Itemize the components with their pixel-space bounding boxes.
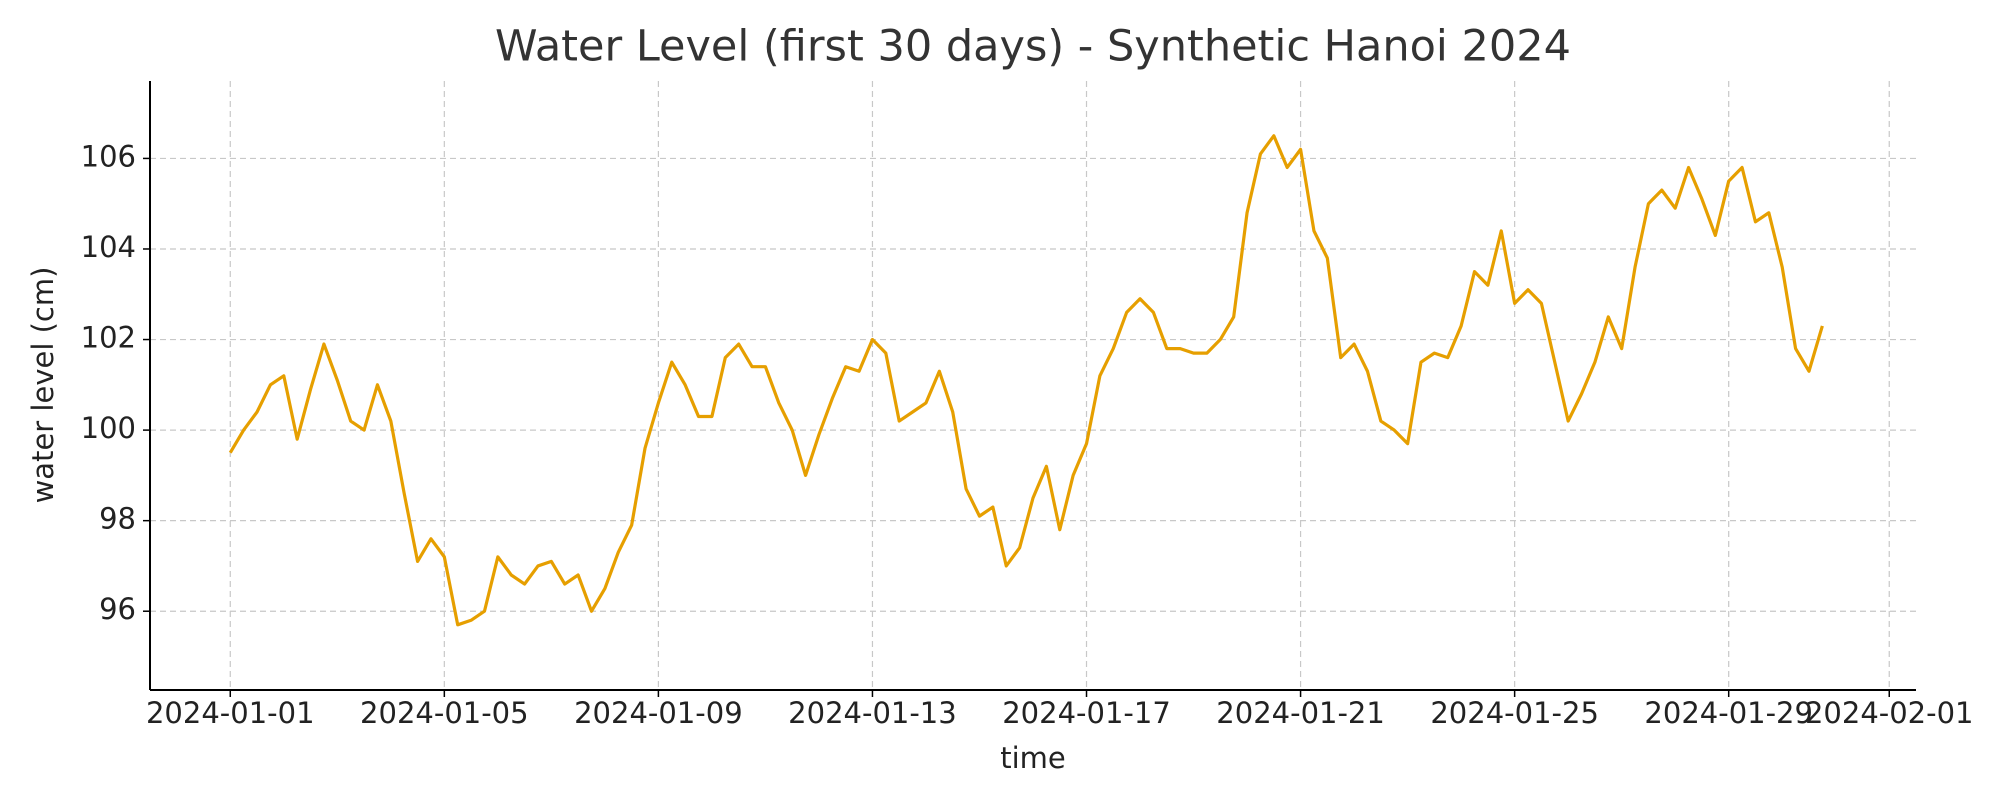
x-tick-label: 2024-01-25 bbox=[1430, 696, 1599, 730]
x-axis-label: time bbox=[1000, 741, 1066, 775]
y-tick-label: 96 bbox=[99, 592, 136, 626]
x-tick-label: 2024-02-01 bbox=[1805, 696, 1974, 730]
y-tick-label: 106 bbox=[81, 139, 136, 173]
y-axis-label: water level (cm) bbox=[26, 267, 60, 504]
y-tick-label: 104 bbox=[81, 230, 136, 264]
line-series bbox=[228, 134, 1824, 627]
x-tick-label: 2024-01-01 bbox=[146, 696, 315, 730]
x-tick-label: 2024-01-21 bbox=[1216, 696, 1385, 730]
x-tick-label: 2024-01-13 bbox=[788, 696, 957, 730]
chart-title: Water Level (first 30 days) - Synthetic … bbox=[495, 22, 1571, 72]
y-tick-label: 102 bbox=[81, 321, 136, 355]
x-tick-label: 2024-01-29 bbox=[1644, 696, 1813, 730]
x-tick-label: 2024-01-05 bbox=[360, 696, 529, 730]
x-tick-label: 2024-01-17 bbox=[1002, 696, 1171, 730]
y-tick-label: 100 bbox=[81, 411, 136, 445]
y-tick-label: 98 bbox=[99, 502, 136, 536]
x-tick-label: 2024-01-09 bbox=[574, 696, 743, 730]
